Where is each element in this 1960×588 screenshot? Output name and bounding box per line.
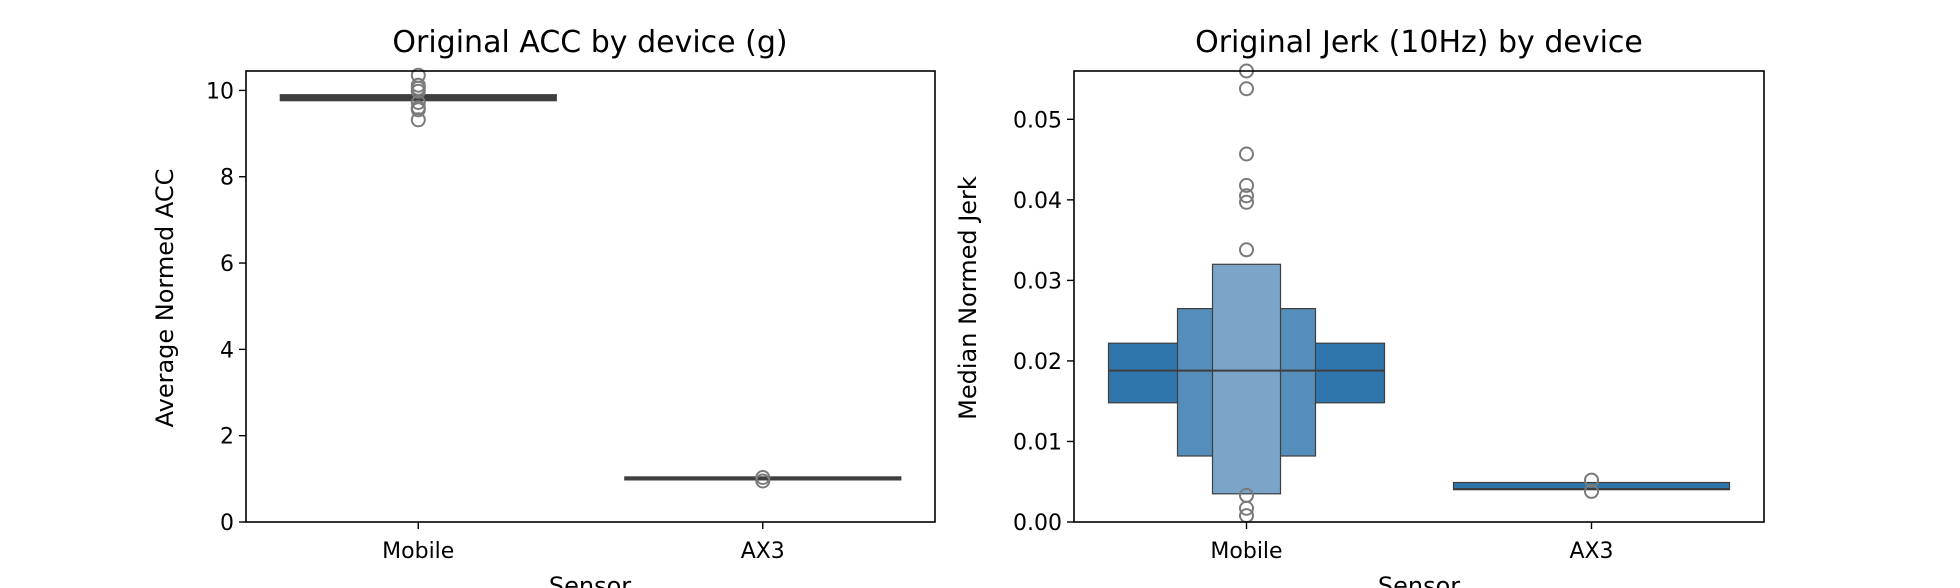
acc-y-tick-label: 8 [220, 166, 234, 191]
jerk-outlier-mobile-9 [1239, 500, 1254, 516]
jerk-y-tick-label: 0.03 [1013, 269, 1062, 294]
jerk-plot-frame [1073, 70, 1765, 523]
acc-y-tick-label: 0 [220, 511, 234, 536]
jerk-y-tick-label: 0.01 [1013, 430, 1062, 455]
acc-x-tick-label: AX3 [741, 539, 785, 564]
acc-outlier-mobile-3 [410, 100, 426, 116]
acc-x-axis-label: Sensor [549, 572, 631, 588]
jerk-x-tick-label: Mobile [1210, 539, 1282, 564]
jerk-outlier-mobile-2 [1239, 81, 1254, 97]
jerk-outlier-mobile-4 [1239, 177, 1254, 193]
acc-panel: Original ACC by device (g) Average Norme… [151, 25, 936, 588]
acc-y-tick-label: 4 [220, 338, 234, 363]
jerk-x-tick-label: AX3 [1569, 539, 1613, 564]
jerk-y-tick-label: 0.05 [1013, 108, 1062, 133]
acc-chart-title: Original ACC by device (g) [392, 25, 787, 60]
jerk-box-mobile-level-3 [1211, 263, 1282, 495]
jerk-y-tick-label: 0.04 [1013, 189, 1062, 214]
acc-y-tick-label: 2 [220, 425, 234, 450]
jerk-y-tick-label: 0.00 [1013, 511, 1062, 536]
jerk-outlier-mobile-7 [1239, 242, 1254, 258]
jerk-y-axis-label: Median Normed Jerk [954, 176, 982, 420]
jerk-outlier-mobile-6 [1239, 194, 1254, 210]
acc-outlier-ax3-2 [755, 470, 771, 485]
acc-outlier-mobile-8 [410, 67, 426, 83]
acc-outlier-mobile-4 [410, 95, 426, 110]
jerk-y-tick-label: 0.02 [1013, 350, 1062, 375]
acc-x-tick-label: Mobile [382, 539, 454, 564]
jerk-outlier-mobile-3 [1239, 146, 1254, 162]
acc-y-tick-label: 10 [206, 79, 234, 104]
jerk-outlier-ax3-1 [1584, 472, 1599, 488]
acc-plot-frame [245, 70, 936, 523]
acc-y-tick-label: 6 [220, 252, 234, 277]
jerk-chart-title: Original Jerk (10Hz) by device [1195, 25, 1643, 60]
acc-outlier-mobile-7 [410, 77, 426, 93]
acc-y-axis-label: Average Normed ACC [151, 169, 179, 428]
jerk-outlier-mobile-5 [1239, 188, 1254, 204]
jerk-x-axis-label: Sensor [1378, 572, 1460, 588]
jerk-outlier-ax3-2 [1584, 483, 1599, 499]
jerk-panel: Original Jerk (10Hz) by device Median No… [954, 25, 1765, 588]
